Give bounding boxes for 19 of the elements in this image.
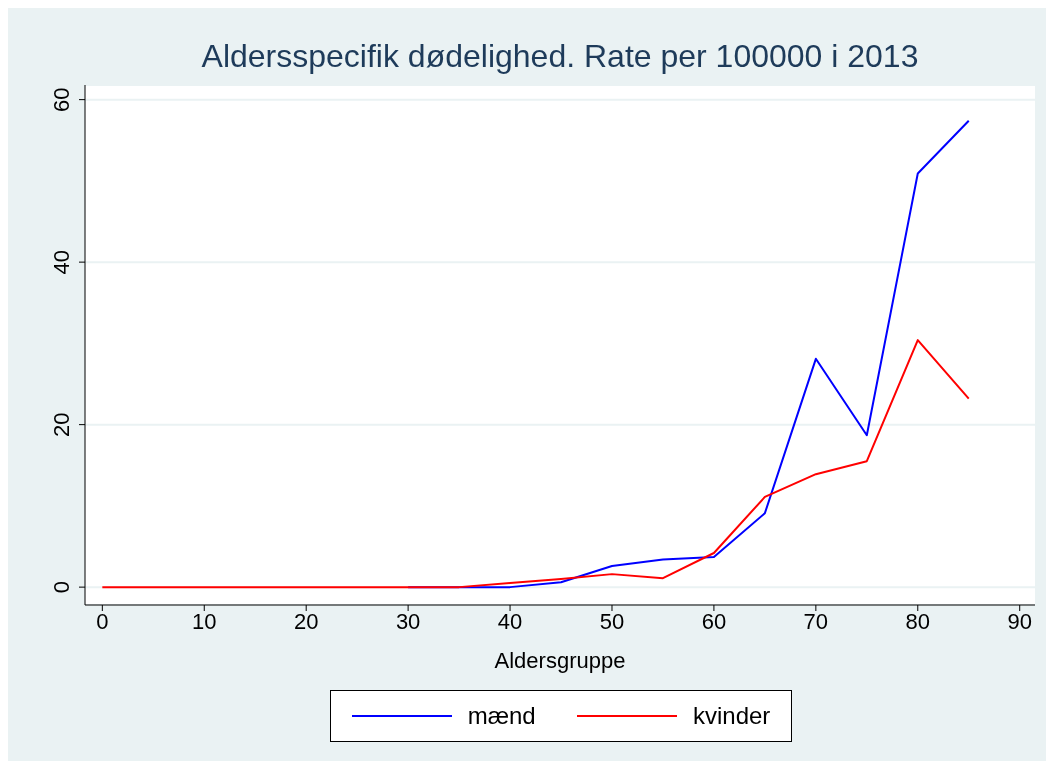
x-tick-label: 0 xyxy=(96,608,109,634)
y-tick-label: 40 xyxy=(49,249,74,275)
legend-label: kvinder xyxy=(692,702,771,730)
x-tick-label: 80 xyxy=(905,608,931,634)
chart-title: Aldersspecifik dødelighed. Rate per 100000 i 2013 xyxy=(200,38,920,75)
x-tick-label: 20 xyxy=(293,608,319,634)
y-tick-label: 20 xyxy=(49,412,74,437)
line-series xyxy=(101,339,970,589)
x-tick-label: 70 xyxy=(803,608,829,634)
y-tick-label: 60 xyxy=(49,87,74,112)
x-tick-label: 60 xyxy=(701,608,727,634)
x-tick-label: 50 xyxy=(599,608,625,634)
x-axis-title: Aldersgruppe xyxy=(493,648,627,674)
x-tick-label: 90 xyxy=(1007,608,1032,634)
legend-label: mænd xyxy=(467,702,536,730)
x-tick-label: 40 xyxy=(497,608,523,634)
x-tick-label: 10 xyxy=(192,608,217,634)
x-tick-label: 30 xyxy=(395,608,421,634)
y-tick-label: 0 xyxy=(49,581,74,594)
